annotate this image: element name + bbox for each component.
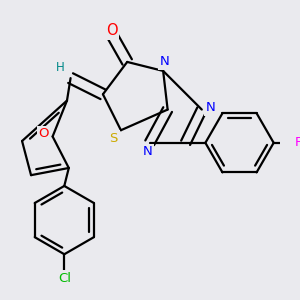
Text: H: H [56,61,64,74]
Text: S: S [110,132,118,145]
Text: N: N [206,101,216,114]
Text: Cl: Cl [58,272,71,285]
Text: O: O [38,127,49,140]
Text: O: O [106,23,118,38]
Text: N: N [160,56,170,68]
Text: N: N [143,145,153,158]
Text: F: F [295,136,300,149]
